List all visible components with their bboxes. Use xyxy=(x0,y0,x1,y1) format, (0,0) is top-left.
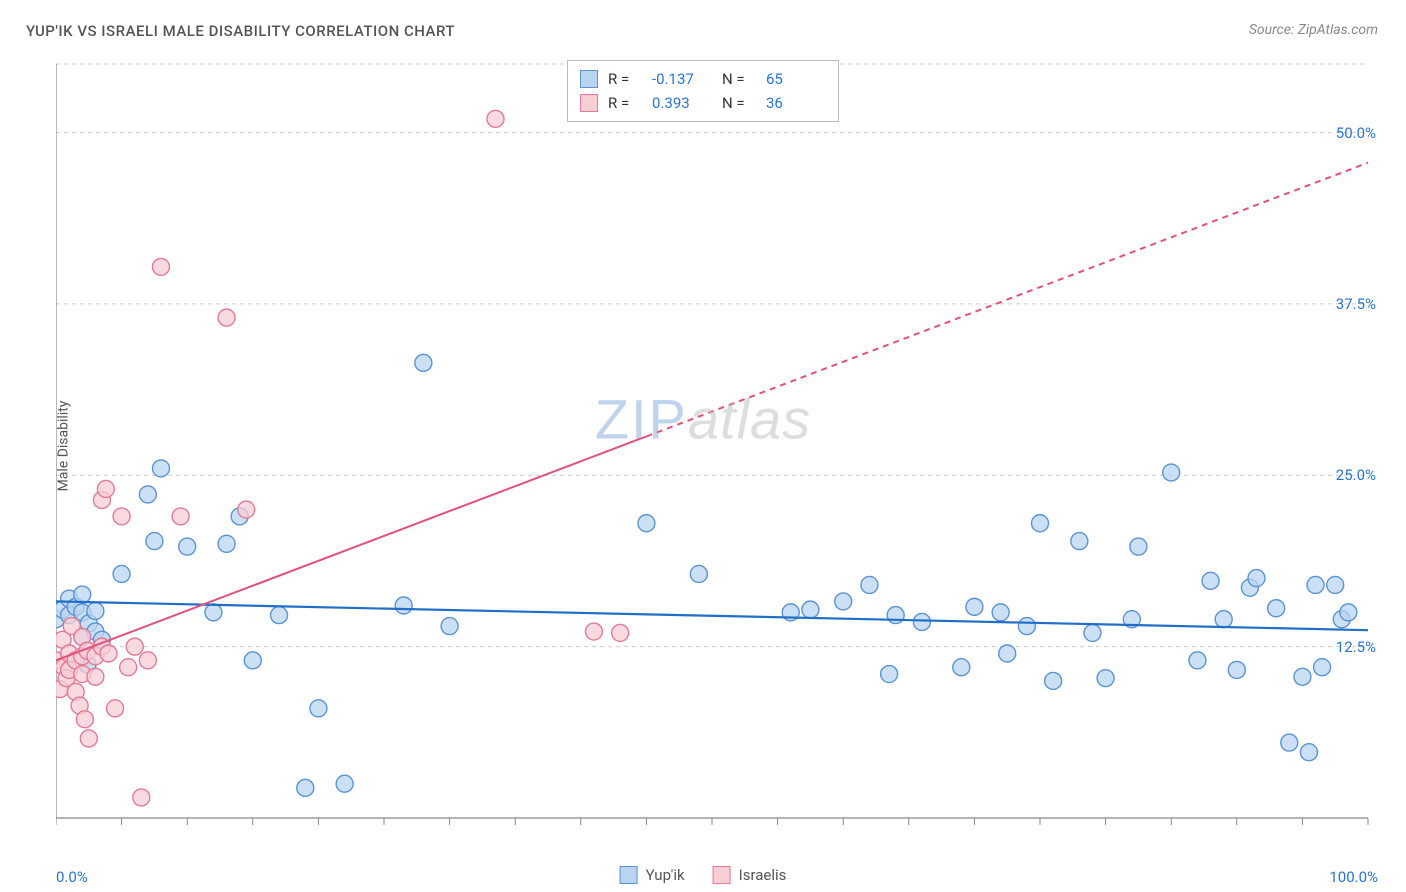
x-axis-min-label: 0.0% xyxy=(56,868,88,886)
legend-row: R = -0.137 N = 65 xyxy=(580,67,826,91)
r-value: -0.137 xyxy=(652,67,712,91)
legend-label: Israelis xyxy=(739,866,787,884)
legend-swatch-icon xyxy=(713,866,731,884)
legend-item: Yup'ik xyxy=(620,866,685,884)
n-value: 65 xyxy=(766,67,826,91)
y-tick-label: 12.5% xyxy=(1336,638,1376,656)
y-tick-label: 37.5% xyxy=(1336,295,1376,313)
x-axis-max-label: 100.0% xyxy=(1329,868,1378,886)
correlation-legend: R = -0.137 N = 65 R = 0.393 N = 36 xyxy=(567,60,839,122)
r-label: R = xyxy=(608,67,642,91)
legend-swatch-icon xyxy=(580,94,598,112)
legend-swatch-icon xyxy=(580,70,598,88)
series-legend: Yup'ik Israelis xyxy=(620,866,787,884)
n-value: 36 xyxy=(766,91,826,115)
r-value: 0.393 xyxy=(652,91,712,115)
correlation-chart: YUP'IK VS ISRAELI MALE DISABILITY CORREL… xyxy=(0,0,1406,892)
y-tick-label: 50.0% xyxy=(1336,124,1376,142)
legend-row: R = 0.393 N = 36 xyxy=(580,91,826,115)
r-label: R = xyxy=(608,91,642,115)
legend-swatch-icon xyxy=(620,866,638,884)
y-tick-label: 25.0% xyxy=(1336,466,1376,484)
n-label: N = xyxy=(722,91,756,115)
legend-label: Yup'ik xyxy=(646,866,685,884)
source-label: Source: ZipAtlas.com xyxy=(1249,22,1378,38)
legend-item: Israelis xyxy=(713,866,787,884)
n-label: N = xyxy=(722,67,756,91)
chart-title: YUP'IK VS ISRAELI MALE DISABILITY CORREL… xyxy=(26,22,455,40)
plot-area xyxy=(56,56,1376,846)
